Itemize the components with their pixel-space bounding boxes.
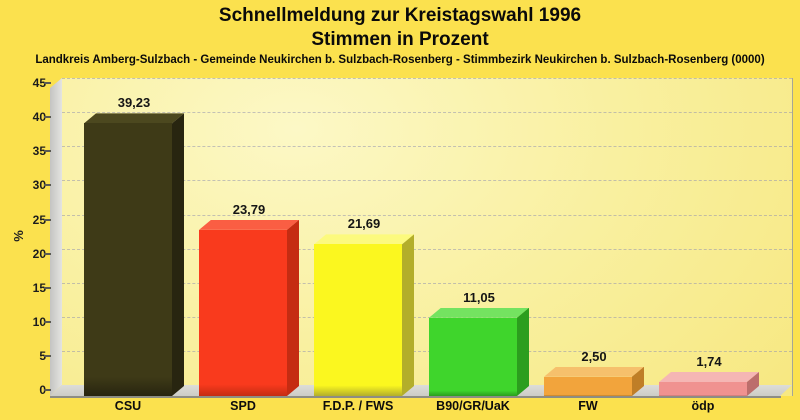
y-tick-label-15: 15 bbox=[32, 280, 46, 295]
x-axis-line bbox=[50, 396, 781, 398]
bar-top-face-b90-gr-uak bbox=[429, 307, 529, 318]
report-scope-line: Landkreis Amberg-Sulzbach - Gemeinde Neu… bbox=[35, 54, 765, 66]
bar-category-label-spd: SPD bbox=[230, 399, 256, 413]
bar-top-face-spd bbox=[199, 219, 299, 230]
bar-category-label-b90-gr-uak: B90/GR/UaK bbox=[436, 399, 510, 413]
y-tick-label-10: 10 bbox=[32, 314, 46, 329]
gridline-35 bbox=[62, 146, 792, 148]
bar-front-face-b90-gr-uak bbox=[429, 317, 517, 396]
gridline-10 bbox=[62, 316, 792, 318]
chart-subtitle: Stimmen in Prozent bbox=[311, 29, 489, 50]
axis-left-wall bbox=[50, 78, 62, 396]
gridline-5 bbox=[62, 350, 792, 352]
bar-front-face-fw bbox=[544, 376, 632, 396]
gridline-20 bbox=[62, 248, 792, 250]
bar-top-face-csu bbox=[84, 113, 184, 124]
y-tick-mark-15 bbox=[44, 286, 51, 289]
bar-value-label-f-d-p-fws: 21,69 bbox=[347, 216, 381, 232]
y-tick-mark-40 bbox=[44, 116, 51, 119]
y-tick-label-5: 5 bbox=[39, 348, 46, 363]
bar-value-label-csu: 39,23 bbox=[117, 95, 151, 111]
bar-value-label-fw: 2,50 bbox=[581, 348, 607, 364]
y-tick-label-30: 30 bbox=[32, 178, 46, 193]
y-tick-label-35: 35 bbox=[32, 144, 46, 159]
plot-floor bbox=[50, 385, 792, 396]
bar-top-face--dp bbox=[659, 371, 759, 382]
y-tick-label-40: 40 bbox=[32, 110, 46, 125]
bar-category-label--dp: ödp bbox=[691, 399, 715, 413]
gridline-25 bbox=[62, 214, 792, 216]
chart-title: Schnellmeldung zur Kreistagswahl 1996 bbox=[218, 5, 582, 26]
y-tick-mark-30 bbox=[44, 184, 51, 187]
y-tick-label-20: 20 bbox=[32, 246, 46, 261]
y-tick-mark-45 bbox=[44, 82, 51, 85]
y-tick-mark-20 bbox=[44, 252, 51, 255]
y-tick-mark-10 bbox=[44, 320, 51, 323]
bar-side-face-f-d-p-fws bbox=[402, 234, 414, 396]
gridline-30 bbox=[62, 180, 792, 182]
bar-side-face-csu bbox=[172, 113, 184, 396]
bar-value-label--dp: 1,74 bbox=[696, 353, 722, 369]
bar-top-face-f-d-p-fws bbox=[314, 234, 414, 245]
bar-category-label-csu: CSU bbox=[114, 399, 142, 413]
y-tick-mark-0 bbox=[44, 389, 51, 391]
bar-top-face-fw bbox=[544, 366, 644, 377]
bar-front-face-f-d-p-fws bbox=[314, 244, 402, 396]
bar-side-face-b90-gr-uak bbox=[517, 307, 529, 396]
y-tick-label-0: 0 bbox=[39, 383, 46, 397]
bar-front-face-csu bbox=[84, 123, 172, 396]
y-tick-mark-25 bbox=[44, 218, 51, 221]
y-tick-mark-5 bbox=[44, 354, 51, 357]
bar-category-label-f-d-p-fws: F.D.P. / FWS bbox=[322, 399, 394, 413]
bar-front-face--dp bbox=[659, 381, 747, 396]
bar-value-label-b90-gr-uak: 11,05 bbox=[463, 289, 495, 305]
bar-side-face-spd bbox=[287, 219, 299, 396]
bar-front-face-spd bbox=[199, 229, 287, 396]
y-tick-label-45: 45 bbox=[32, 76, 46, 91]
y-tick-label-25: 25 bbox=[32, 212, 46, 227]
bar-category-label-fw: FW bbox=[578, 399, 598, 413]
gridline-40 bbox=[62, 112, 792, 114]
gridline-15 bbox=[62, 282, 792, 284]
y-tick-mark-35 bbox=[44, 150, 51, 153]
bar-value-label-spd: 23,79 bbox=[232, 201, 266, 217]
gridline-45 bbox=[62, 78, 792, 80]
